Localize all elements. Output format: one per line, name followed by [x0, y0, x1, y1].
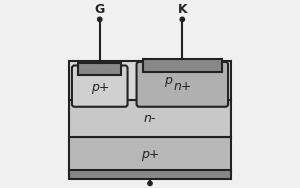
Circle shape [180, 17, 184, 21]
Text: p+: p+ [91, 81, 109, 94]
Text: n+: n+ [173, 80, 191, 93]
FancyBboxPatch shape [72, 65, 128, 107]
Circle shape [148, 181, 152, 186]
Text: n-: n- [144, 112, 156, 125]
Bar [69, 100, 231, 137]
Bar [143, 59, 222, 72]
Bar [69, 171, 231, 179]
Text: p+: p+ [141, 148, 159, 161]
Text: G: G [94, 3, 105, 16]
Circle shape [98, 17, 102, 21]
Text: p: p [164, 74, 172, 87]
Bar [69, 61, 231, 100]
Text: K: K [178, 3, 187, 16]
Bar [69, 137, 231, 172]
FancyBboxPatch shape [136, 62, 228, 107]
Bar [78, 63, 121, 75]
